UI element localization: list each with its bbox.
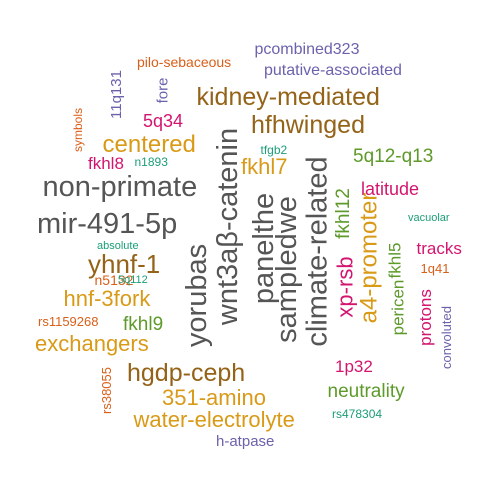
word-convoluted: convoluted [438,305,454,369]
word-5q34: 5q34 [143,111,184,131]
word-fkhl7: fkhl7 [241,154,288,179]
word-hfhwinged: hfhwinged [251,110,365,139]
word-pcombined323: pcombined323 [254,41,360,58]
word-sampledwe: sampledwe [270,195,303,343]
word-symbols: symbols [71,107,86,153]
word-n5132: n5132 [94,272,134,288]
word-protons: protons [415,288,435,346]
word-hnf-3fork: hnf-3fork [63,286,151,311]
word-rs1159268: rs1159268 [38,313,99,329]
word-rs38055: rs38055 [98,366,114,414]
word-yorubas: yorubas [180,243,213,347]
word-neutrality: neutrality [327,380,405,402]
word-absolute: absolute [97,239,139,252]
word-1p32: 1p32 [335,356,373,376]
word-fore: fore [154,77,172,103]
word-pilo-sebaceous: pilo-sebaceous [137,54,232,70]
word-5q12-q13: 5q12-q13 [353,145,434,167]
word-fkhl12: fkhl12 [332,187,354,239]
word-fkhl9: fkhl9 [123,313,164,335]
word-putative-associated: putative-associated [264,62,402,79]
word-1q41: 1q41 [420,260,450,276]
word-pericen: pericen [388,279,408,335]
word-fkhl8: fkhl8 [88,153,124,173]
word-yhnf-1: yhnf-1 [88,249,161,279]
word-n1893: n1893 [134,155,168,169]
word-tracks: tracks [416,238,462,258]
word-351-amino: 351-amino [162,385,266,410]
word-non-primate: non-primate [42,170,198,203]
word-water-electrolyte: water-electrolyte [133,407,295,432]
word-latitude: latitude [361,179,420,199]
word-mir-491-5p: mir-491-5p [37,207,178,240]
word-rs478304: rs478304 [332,407,383,421]
word-exchangers: exchangers [35,331,149,356]
word-vacuolar: vacuolar [408,211,450,224]
word-climate-related: climate-related [301,155,334,347]
word-centered: centered [102,131,196,158]
word-11q131: 11q131 [107,69,125,119]
word-hgdp-ceph: hgdp-ceph [127,358,246,387]
word-wnt3a-catenin: wnt3aβ-catenin [211,127,244,325]
word-kidney-mediated: kidney-mediated [196,82,380,111]
word-tfgb2: tfgb2 [260,143,288,157]
word-a4-promoter: a4-promoter [354,192,382,324]
word-fkhl5: fkhl5 [385,242,405,278]
word-xp-rsb: xp-rsb [332,256,358,318]
word-h-atpase: h-atpase [216,432,275,450]
word-5q112: 5q112 [118,273,148,286]
